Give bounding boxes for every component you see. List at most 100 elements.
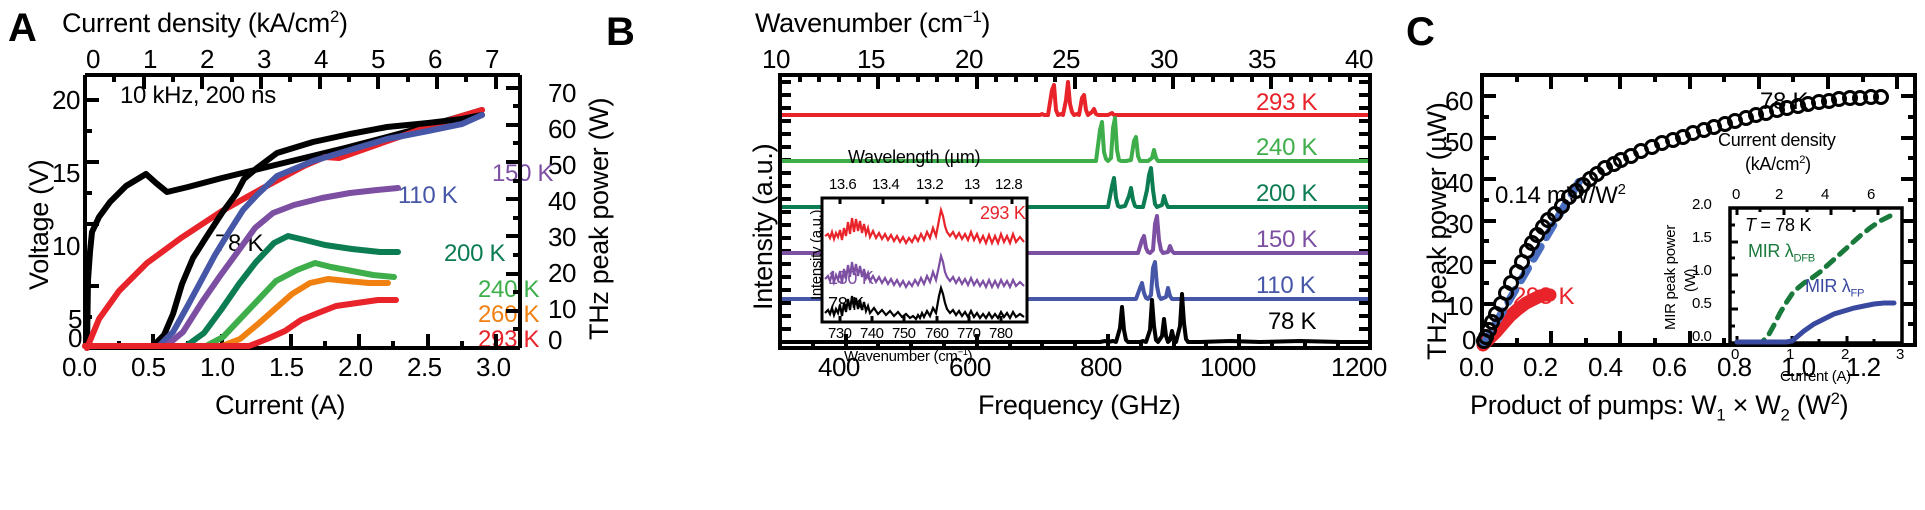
panel-a-curve-label-150k: 150 K [492, 160, 554, 187]
panel-c-bottom-axis-title-sup: 2 [1830, 389, 1840, 408]
panel-c-inset-curve-label-fp-sub: FP [1850, 287, 1865, 300]
panel-a-right-tick-50: 50 [548, 150, 576, 180]
panel-c-fit-dashed [1479, 176, 1584, 349]
panel-c-inset-curve-dfb [1734, 213, 1893, 345]
panel-c-inset-top-ticks [1735, 208, 1880, 215]
panel-a-bottom-tick-6: 3.0 [476, 352, 511, 382]
panel-c-left-tick-20: 20 [1445, 250, 1473, 280]
panel-c-inset-temperature-label-rest: = 78 K [1755, 215, 1812, 235]
panel-c-inset-top-axis-title-line2-head: (kA/cm [1745, 154, 1800, 174]
panel-b-inset-top-tick-134: 13.4 [872, 176, 900, 193]
panel-c-inset-top-tick-4: 4 [1821, 186, 1829, 203]
panel-a-bottom-tick-5: 2.5 [407, 352, 442, 382]
panel-b-inset-top-ticks [838, 198, 1014, 204]
panel-c-inset-curve-label-dfb-head: MIR λ [1748, 241, 1794, 261]
panel-b-inset-bottom-tick-780: 780 [989, 325, 1013, 342]
panel-b-top-tick-20: 20 [955, 44, 983, 74]
panel-a-curve-thz-200k [82, 233, 401, 349]
panel-a-curve-voltage-78k [84, 107, 485, 351]
panel-c-inset-curve-fp [1734, 300, 1897, 345]
panel-c-bottom-axis-title-sub2: 2 [1780, 405, 1790, 425]
panel-c-inset-temperature-label: T = 78 K [1745, 215, 1811, 236]
panel-a-top-ticks [83, 75, 498, 89]
panel-b-inset-top-tick-13: 13 [964, 176, 980, 193]
panel-a-letter: A [8, 6, 37, 50]
panel-c-left-tick-10: 10 [1445, 291, 1473, 321]
panel-c-right-ticks [1901, 94, 1915, 347]
panel-c: C THz peak power (µW) 60 50 40 30 20 10 … [1400, 0, 1925, 510]
panel-b-trace-150k [782, 214, 1368, 255]
panel-c-inset-bottom-tick-3: 3 [1896, 346, 1904, 363]
panel-b-trace-200k [782, 166, 1368, 209]
panel-c-inset-top-tick-0: 0 [1732, 186, 1740, 203]
panel-c-inset-top-tick-6: 6 [1867, 186, 1875, 203]
panel-c-bottom-tick-08: 0.8 [1717, 352, 1752, 382]
panel-a-curve-thz-260k [82, 276, 391, 349]
panel-c-bottom-tick-04: 0.4 [1588, 352, 1623, 382]
panel-c-inset-curve-label-dfb-sub: DFB [1793, 252, 1816, 265]
panel-a-left-tick-5: 5 [68, 304, 82, 334]
panel-a-right-tick-30: 30 [548, 222, 576, 252]
panel-c-inset-left-tick-20: 2.0 [1692, 196, 1712, 213]
panel-b-inset-trace-293k [824, 205, 1025, 247]
panel-c-inset-bottom-axis-title: Current (A) [1780, 368, 1851, 385]
panel-c-inset-bottom-tick-1: 1 [1786, 346, 1794, 363]
panel-b-top-ticks [778, 75, 1372, 89]
panel-a-bottom-tick-0: 0.0 [62, 352, 97, 382]
panel-b-inset-bottom-tick-760: 760 [925, 325, 949, 342]
panel-a-curve-voltage-293k [84, 107, 485, 351]
panel-c-bottom-axis-title-end: ) [1839, 390, 1849, 420]
panel-a-top-tick-5: 5 [371, 44, 385, 74]
panel-c-bottom-axis-title-tail: (W [1789, 390, 1831, 420]
panel-a-curve-thz-110k [82, 112, 485, 349]
panel-b-top-tick-40: 40 [1345, 44, 1373, 74]
panel-b-trace-label-150k: 150 K [1256, 226, 1318, 253]
panel-b-top-tick-35: 35 [1248, 44, 1276, 74]
panel-a-plot [82, 73, 522, 351]
panel-a-top-tick-4: 4 [314, 44, 328, 74]
panel-c-inset-top-axis-title-sup: 2 [1799, 154, 1806, 166]
panel-b-inset-trace-label-150k: 150 K [828, 268, 874, 288]
panel-b-top-tick-10: 10 [762, 44, 790, 74]
panel-b-trace-110k [782, 260, 1368, 301]
panel-b-bottom-tick-800: 800 [1080, 352, 1122, 382]
panel-c-left-tick-0: 0 [1462, 325, 1476, 355]
panel-c-top-ticks [1480, 75, 1899, 89]
panel-c-left-tick-50: 50 [1445, 127, 1473, 157]
panel-c-inset-left-ticks [1730, 223, 1738, 345]
panel-c-inset-top-axis-title-tail: ) [1805, 154, 1811, 174]
panel-b-top-tick-15: 15 [857, 44, 885, 74]
panel-b-bottom-tick-400: 400 [818, 352, 860, 382]
panel-b-inset-bottom-tick-740: 740 [860, 325, 884, 342]
panel-c-bottom-tick-00: 0.0 [1459, 352, 1494, 382]
panel-b-inset-bottom-axis-title-tail: ) [967, 348, 973, 365]
panel-b-top-tick-25: 25 [1052, 44, 1080, 74]
panel-b-inset-top-tick-136: 13.6 [829, 176, 857, 193]
panel-a-left-tick-15: 15 [52, 158, 80, 188]
panel-a-right-tick-60: 60 [548, 114, 576, 144]
panel-c-inset-curve-label-dfb: MIR λDFB [1748, 241, 1816, 265]
panel-b-bottom-tick-1000: 1000 [1200, 352, 1256, 382]
panel-a-bottom-tick-1: 0.5 [131, 352, 166, 382]
panel-b-bottom-tick-600: 600 [949, 352, 991, 382]
panel-c-bottom-axis-title-sub1: 1 [1716, 405, 1726, 425]
panel-a-curve-label-240k: 240 K [478, 276, 540, 303]
panel-a-curve-thz-150k [82, 185, 401, 349]
panel-c-bottom-tick-12: 1.2 [1846, 352, 1881, 382]
panel-b-inset-bottom-axis-title: Wavenumber (cm−1) [844, 347, 973, 365]
panel-c-bottom-tick-06: 0.6 [1652, 352, 1687, 382]
panel-a-top-axis-title-sup: 2 [329, 7, 339, 26]
panel-a-top-axis-title-tail: ) [339, 8, 348, 38]
panel-b-bottom-tick-1200: 1200 [1331, 352, 1387, 382]
panel-a-top-tick-6: 6 [428, 44, 442, 74]
panel-a-curve-thz-78k [82, 112, 485, 349]
panel-b-inset-bottom-axis-title-head: Wavenumber (cm [844, 348, 958, 365]
panel-a-right-tick-10: 10 [548, 294, 576, 324]
panel-b-trace-label-293k: 293 K [1256, 89, 1318, 116]
panel-b-top-tick-30: 30 [1150, 44, 1178, 74]
panel-a-top-tick-0: 0 [86, 44, 100, 74]
panel-c-letter: C [1406, 10, 1435, 54]
panel-a-bottom-tick-3: 1.5 [269, 352, 304, 382]
panel-b-inset-trace-label-78k: 78 K [828, 294, 864, 314]
panel-b-trace-293k [782, 80, 1368, 117]
